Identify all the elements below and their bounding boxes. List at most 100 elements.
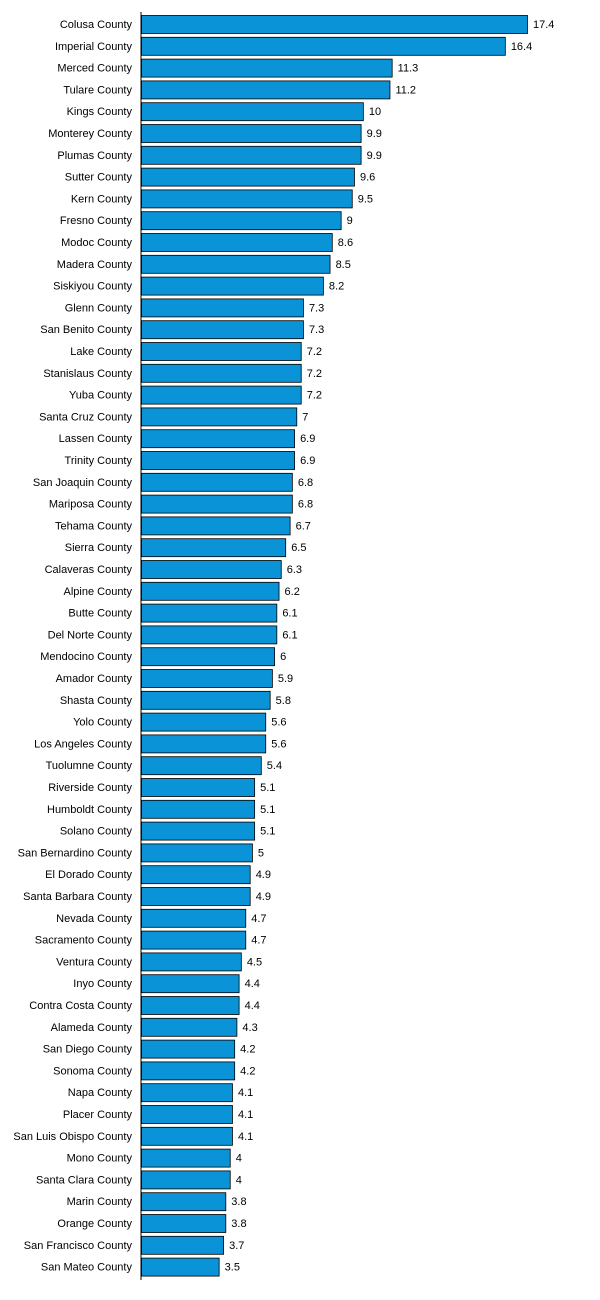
bar [141, 342, 302, 361]
bar [141, 560, 282, 579]
bar [141, 865, 251, 885]
value-label: 17.4 [533, 19, 554, 31]
value-label: 4.4 [245, 1000, 260, 1012]
value-label: 4.1 [238, 1109, 253, 1121]
value-label: 4.3 [242, 1022, 257, 1034]
bar [141, 189, 353, 209]
value-label: 16.4 [511, 41, 532, 53]
value-label: 6.8 [298, 477, 313, 489]
category-label: Sacramento County [35, 935, 133, 947]
category-label: San Francisco County [24, 1240, 133, 1252]
bar [141, 211, 342, 231]
bar [141, 1126, 233, 1146]
bar [141, 625, 278, 645]
category-label: Placer County [63, 1109, 133, 1121]
category-label: Yuba County [69, 390, 132, 402]
value-label: 4.5 [247, 956, 262, 968]
category-label: Stanislaus County [43, 368, 132, 380]
bar [141, 407, 298, 427]
category-label: Kings County [67, 106, 133, 118]
bar [141, 429, 295, 449]
bar [141, 712, 267, 732]
category-label: Lassen County [59, 433, 133, 445]
value-label: 6.8 [298, 499, 313, 511]
category-label: Modoc County [61, 237, 132, 249]
bar [141, 1148, 231, 1168]
bar [141, 538, 287, 558]
category-label: Glenn County [65, 302, 133, 314]
category-label: Orange County [57, 1218, 132, 1230]
category-label: Sierra County [65, 542, 133, 554]
value-label: 7 [302, 411, 308, 423]
category-label: Humboldt County [47, 804, 132, 816]
category-label: Alameda County [51, 1022, 133, 1034]
bar [141, 1257, 220, 1277]
bar [141, 1017, 238, 1037]
bar [141, 908, 247, 928]
bar [141, 1083, 233, 1103]
category-label: Contra Costa County [29, 1000, 132, 1012]
value-label: 9.6 [360, 172, 375, 184]
bar [141, 516, 291, 536]
value-label: 11.3 [398, 63, 419, 75]
bar [141, 1235, 224, 1255]
category-label: Monterey County [48, 128, 132, 140]
value-label: 9.9 [367, 128, 382, 140]
category-label: Amador County [56, 673, 133, 685]
value-label: 4.9 [256, 869, 271, 881]
bar [141, 581, 280, 601]
bar [141, 843, 253, 863]
value-label: 4.4 [245, 978, 260, 990]
category-label: Trinity County [65, 455, 133, 467]
category-label: Lake County [70, 346, 132, 358]
category-label: San Benito County [40, 324, 132, 336]
bar [141, 124, 362, 143]
bar [141, 952, 242, 972]
value-label: 4.7 [251, 913, 266, 925]
bar [141, 821, 256, 841]
value-label: 3.8 [231, 1218, 246, 1230]
category-label: Tuolumne County [46, 760, 133, 772]
category-label: Santa Clara County [36, 1174, 132, 1186]
category-label: Sonoma County [53, 1065, 132, 1077]
value-label: 5.6 [271, 717, 286, 729]
value-label: 4.9 [256, 891, 271, 903]
bar [141, 1105, 233, 1124]
category-label: Tulare County [63, 84, 132, 96]
bar [141, 80, 391, 100]
bar [141, 930, 247, 950]
category-label: Shasta County [60, 695, 133, 707]
value-label: 3.5 [225, 1262, 240, 1274]
category-label: Solano County [60, 826, 133, 838]
category-label: Sutter County [65, 172, 133, 184]
category-label: Alpine County [64, 586, 133, 598]
bar [141, 669, 273, 688]
value-label: 6.1 [282, 608, 297, 620]
bar [141, 1170, 231, 1190]
bar [141, 1039, 236, 1059]
category-label: Santa Barbara County [23, 891, 132, 903]
value-label: 8.5 [336, 259, 351, 271]
value-label: 7.2 [307, 390, 322, 402]
category-label: San Luis Obispo County [13, 1131, 132, 1143]
bar [141, 799, 256, 819]
bar [141, 778, 256, 797]
value-label: 6.1 [282, 629, 297, 641]
category-label: Nevada County [56, 913, 132, 925]
value-label: 7.3 [309, 302, 324, 314]
value-label: 8.2 [329, 281, 344, 293]
category-label: Imperial County [55, 41, 133, 53]
category-label: Del Norte County [48, 629, 133, 641]
category-label: Los Angeles County [34, 738, 132, 750]
bar [141, 756, 262, 776]
category-label: San Joaquin County [33, 477, 133, 489]
category-label: Plumas County [57, 150, 132, 162]
value-label: 5.4 [267, 760, 282, 772]
category-label: Mendocino County [40, 651, 132, 663]
category-label: Riverside County [48, 782, 132, 794]
value-label: 6.9 [300, 455, 315, 467]
category-label: Napa County [68, 1087, 133, 1099]
bar [141, 276, 324, 296]
